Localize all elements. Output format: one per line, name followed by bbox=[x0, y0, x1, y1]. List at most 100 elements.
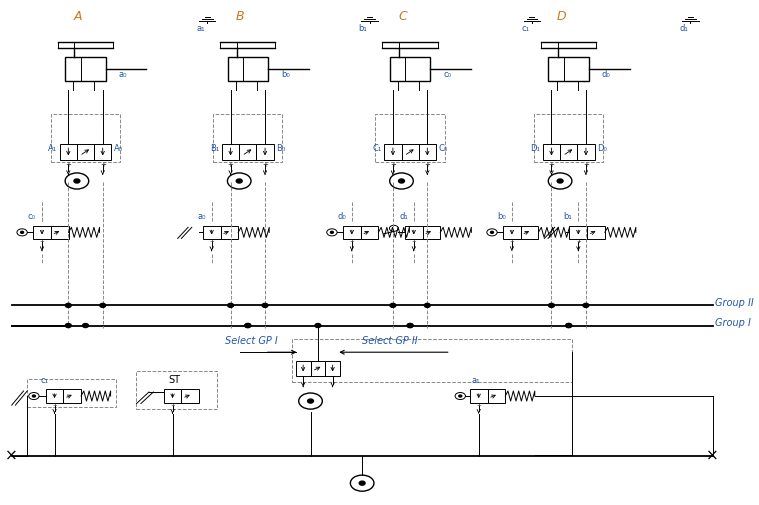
Text: ×: × bbox=[706, 449, 719, 464]
Bar bbox=[94, 144, 112, 160]
Circle shape bbox=[65, 304, 71, 308]
Bar bbox=[419, 144, 436, 160]
Circle shape bbox=[583, 304, 589, 308]
Text: Select GP II: Select GP II bbox=[362, 336, 417, 345]
Text: C₀: C₀ bbox=[439, 144, 448, 153]
Text: b₀: b₀ bbox=[497, 212, 506, 221]
Bar bbox=[534, 114, 603, 162]
Bar bbox=[296, 361, 310, 376]
Text: +: + bbox=[262, 162, 268, 168]
Circle shape bbox=[245, 324, 250, 328]
Text: a₁: a₁ bbox=[197, 24, 205, 33]
Text: +: + bbox=[390, 162, 396, 168]
Text: a₁: a₁ bbox=[471, 376, 480, 385]
Text: A: A bbox=[74, 11, 83, 23]
Bar bbox=[361, 226, 379, 239]
Text: +: + bbox=[424, 162, 430, 168]
Bar bbox=[221, 226, 238, 239]
Text: +: + bbox=[65, 162, 71, 168]
Circle shape bbox=[33, 395, 36, 397]
Text: ST: ST bbox=[168, 375, 180, 385]
Text: +: + bbox=[228, 162, 234, 168]
Text: A₀: A₀ bbox=[115, 144, 124, 153]
Bar bbox=[46, 389, 64, 402]
Text: +: + bbox=[99, 162, 106, 168]
Text: +: + bbox=[349, 239, 354, 244]
Bar bbox=[503, 226, 521, 239]
Bar bbox=[77, 144, 94, 160]
Circle shape bbox=[359, 481, 365, 485]
Bar bbox=[470, 389, 487, 402]
Bar bbox=[33, 226, 51, 239]
Circle shape bbox=[330, 231, 333, 233]
Bar bbox=[343, 226, 361, 239]
Text: +: + bbox=[583, 162, 589, 168]
Bar bbox=[405, 226, 423, 239]
Bar bbox=[27, 379, 116, 407]
Circle shape bbox=[557, 179, 563, 183]
Circle shape bbox=[407, 324, 413, 328]
Bar bbox=[423, 226, 440, 239]
Circle shape bbox=[228, 304, 234, 308]
Circle shape bbox=[83, 324, 89, 328]
Bar bbox=[181, 389, 199, 402]
Circle shape bbox=[424, 304, 430, 308]
Circle shape bbox=[99, 304, 106, 308]
Circle shape bbox=[20, 231, 24, 233]
Text: ×: × bbox=[5, 449, 18, 464]
Text: b₁: b₁ bbox=[358, 24, 367, 33]
Text: +: + bbox=[39, 239, 44, 244]
Bar bbox=[203, 226, 221, 239]
Bar bbox=[587, 226, 605, 239]
Circle shape bbox=[236, 179, 242, 183]
Circle shape bbox=[458, 395, 461, 397]
Bar bbox=[222, 144, 239, 160]
Text: d₀: d₀ bbox=[337, 212, 346, 221]
Bar bbox=[213, 114, 282, 162]
Text: d₁: d₁ bbox=[679, 24, 688, 33]
Text: c₁: c₁ bbox=[521, 24, 530, 33]
Circle shape bbox=[407, 324, 413, 328]
Bar bbox=[578, 144, 594, 160]
Text: b₀: b₀ bbox=[281, 70, 290, 79]
Bar bbox=[65, 57, 106, 81]
Text: B₁: B₁ bbox=[209, 144, 219, 153]
Text: c₀: c₀ bbox=[27, 212, 36, 221]
Circle shape bbox=[262, 304, 268, 308]
Bar bbox=[51, 226, 68, 239]
Bar bbox=[310, 361, 326, 376]
Circle shape bbox=[565, 324, 572, 328]
Circle shape bbox=[245, 324, 250, 328]
Text: c₁: c₁ bbox=[41, 376, 49, 385]
Bar bbox=[60, 144, 77, 160]
Bar bbox=[402, 144, 419, 160]
Bar bbox=[376, 114, 445, 162]
Text: Select GP I: Select GP I bbox=[225, 336, 277, 345]
Text: +: + bbox=[549, 162, 554, 168]
Bar bbox=[487, 389, 505, 402]
Bar bbox=[560, 144, 578, 160]
Text: +: + bbox=[411, 239, 416, 244]
Bar bbox=[521, 226, 538, 239]
Text: c₀: c₀ bbox=[443, 70, 452, 79]
Text: a₀: a₀ bbox=[118, 70, 128, 79]
Text: b₁: b₁ bbox=[564, 212, 572, 221]
Bar bbox=[549, 57, 589, 81]
Text: a₀: a₀ bbox=[197, 212, 206, 221]
Bar bbox=[228, 57, 268, 81]
Bar bbox=[64, 389, 81, 402]
Text: +: + bbox=[509, 239, 515, 244]
Bar bbox=[164, 389, 181, 402]
Text: Group II: Group II bbox=[715, 298, 754, 308]
Text: C: C bbox=[398, 11, 407, 23]
Bar bbox=[51, 114, 120, 162]
Circle shape bbox=[315, 324, 321, 328]
Bar bbox=[390, 57, 430, 81]
Text: D₀: D₀ bbox=[597, 144, 607, 153]
Text: B₀: B₀ bbox=[276, 144, 286, 153]
Circle shape bbox=[74, 179, 80, 183]
Text: D₁: D₁ bbox=[530, 144, 540, 153]
Circle shape bbox=[390, 304, 396, 308]
Bar bbox=[384, 144, 402, 160]
Text: Group I: Group I bbox=[715, 318, 751, 328]
